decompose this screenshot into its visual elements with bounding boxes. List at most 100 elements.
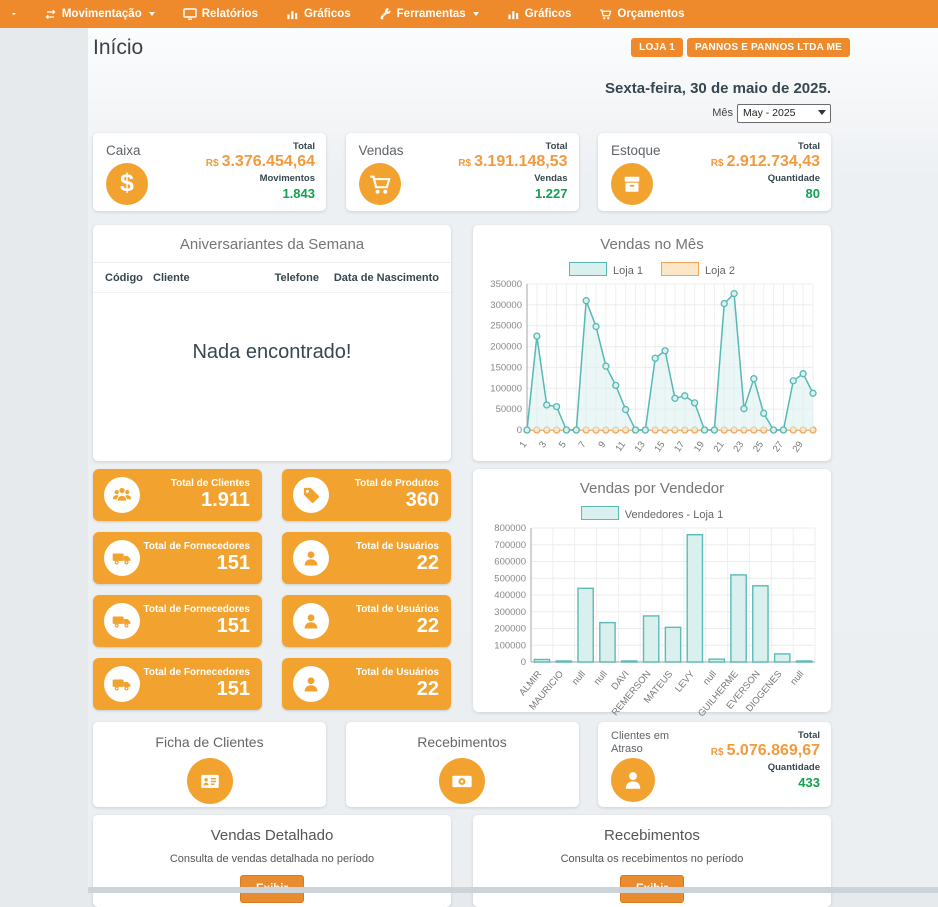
metric-label: Total (798, 729, 820, 741)
bar-chart-icon (508, 10, 518, 19)
user-icon (293, 539, 329, 576)
tile-label: Total de Usuários (355, 540, 439, 552)
metric-label: Total (545, 140, 568, 152)
user-icon (293, 603, 329, 639)
vendas-mes-panel: Vendas no Mês Loja 1 Loja 2 0 50000 100000 1… (473, 224, 831, 461)
top-nav: - Movimentação Relatórios Gráficos Ferra… (0, 0, 938, 28)
metric-label: Total (293, 140, 315, 152)
column-header: Telefone (274, 271, 319, 284)
svg-text:500000: 500000 (494, 573, 526, 584)
nav-item-graficos-2[interactable]: Gráficos (507, 8, 571, 21)
svg-text:50000: 50000 (496, 404, 522, 415)
nav-item-movimentacao[interactable]: Movimentação (44, 8, 155, 21)
nav-item-collapsed[interactable]: - (12, 8, 16, 20)
archive-box-circle-icon (611, 162, 653, 205)
vendas-card: Vendas Total R$ 3.191.148,53 Vendas 1.227 (345, 132, 579, 211)
metric-money: R$ 3.191.148,53 (458, 152, 568, 170)
card-title: Clientes em Atraso (611, 729, 670, 756)
tile-total-clientes[interactable]: Total de Clientes 1.911 (93, 468, 262, 521)
chevron-down-icon (472, 12, 479, 16)
svg-text:600000: 600000 (494, 556, 526, 567)
svg-text:27: 27 (771, 439, 786, 454)
cart-icon (600, 8, 612, 19)
card-title: Recebimentos (417, 733, 507, 750)
nav-item-ferramentas[interactable]: Ferramentas (379, 7, 479, 21)
tile-total-usuarios[interactable]: Total de Usuários 22 (282, 658, 451, 711)
caixa-card: Caixa $ Total R$ 3.376.454,64 Movimentos … (93, 132, 326, 211)
svg-text:200000: 200000 (490, 341, 522, 352)
nav-item-relatorios[interactable]: Relatórios (183, 7, 258, 21)
tile-total-fornecedores[interactable]: Total de Fornecedores 151 (93, 658, 262, 711)
panel-title: Aniversariantes da Semana (179, 235, 365, 253)
month-select[interactable]: May - 2025 (737, 103, 831, 123)
svg-text:0: 0 (521, 657, 526, 668)
bar-chart-icon (287, 10, 298, 19)
nav-label: Movimentação (61, 8, 142, 20)
ficha-clientes-card[interactable]: Ficha de Clientes (93, 721, 326, 807)
svg-text:3: 3 (537, 439, 549, 450)
clientes-em-atraso-card: Clientes em Atraso Total R$ 5.076.869,67 … (598, 721, 831, 807)
tile-value: 151 (216, 678, 250, 701)
birthdays-table-header: Código Cliente Telefone Data de Nascimen… (93, 263, 451, 293)
svg-text:1: 1 (517, 439, 529, 450)
tile-value: 151 (216, 615, 250, 637)
svg-text:11: 11 (613, 439, 628, 453)
panel-description: Consulta os recebimentos no período (560, 852, 744, 865)
tile-label: Total de Usuários (355, 604, 439, 615)
svg-text:null: null (788, 668, 806, 686)
company-badge: PANNOS E PANNOS LTDA ME (686, 38, 850, 57)
desktop-icon (183, 8, 197, 20)
svg-text:null: null (592, 668, 610, 686)
person-circle-icon (611, 757, 655, 802)
main-content: Início LOJA 1 PANNOS E PANNOS LTDA ME Se… (88, 28, 938, 907)
user-icon (293, 666, 329, 703)
metric-label: Quantidade (767, 172, 820, 184)
tile-label: Total de Clientes (170, 477, 250, 489)
current-date: Sexta-feira, 30 de maio de 2025. (605, 80, 831, 97)
wrench-icon (379, 7, 391, 20)
svg-text:7: 7 (577, 439, 589, 450)
svg-text:0: 0 (517, 425, 522, 436)
svg-text:29: 29 (791, 439, 806, 454)
tile-total-fornecedores[interactable]: Total de Fornecedores 151 (93, 531, 262, 584)
panel-title: Vendas Detalhado (210, 826, 334, 844)
tile-value: 151 (216, 551, 250, 574)
month-label: Mês (712, 106, 733, 119)
svg-text:200000: 200000 (494, 623, 526, 634)
people-icon (104, 476, 140, 513)
tile-total-usuarios[interactable]: Total de Usuários 22 (282, 531, 451, 584)
id-card-circle-icon (186, 757, 233, 804)
metric-money: R$ 3.376.454,64 (205, 152, 315, 170)
stat-tiles: Total de Clientes 1.911 Total de Produto… (93, 468, 451, 712)
recebimentos-card[interactable]: Recebimentos (345, 721, 579, 807)
svg-text:400000: 400000 (494, 590, 526, 601)
store-badge: LOJA 1 (631, 38, 683, 57)
nav-label: Relatórios (201, 8, 258, 20)
page-title: Início (93, 36, 144, 59)
tile-total-produtos[interactable]: Total de Produtos 360 (282, 468, 451, 521)
svg-text:null: null (570, 668, 588, 686)
tile-total-usuarios[interactable]: Total de Usuários 22 (282, 595, 451, 647)
chart-legend: Loja 1 Loja 2 (473, 262, 831, 278)
tile-label: Total de Fornecedores (143, 604, 250, 615)
metric-label: Total (798, 140, 820, 152)
svg-text:LEVY: LEVY (673, 668, 697, 694)
metric-count: 1.227 (534, 185, 568, 201)
tile-total-fornecedores[interactable]: Total de Fornecedores 151 (93, 595, 262, 647)
tile-value: 22 (416, 551, 439, 574)
chevron-down-icon (148, 12, 155, 16)
nav-item-orcamentos[interactable]: Orçamentos (599, 8, 684, 21)
tile-value: 1.911 (201, 488, 250, 511)
nav-item-graficos-1[interactable]: Gráficos (286, 8, 351, 21)
svg-text:13: 13 (633, 439, 648, 454)
metric-count: 433 (798, 774, 820, 790)
cart-circle-icon (358, 162, 401, 205)
metric-count: 1.843 (282, 185, 315, 201)
panel-description: Consulta de vendas detalhada no período (169, 852, 375, 865)
metric-count: 80 (805, 185, 820, 201)
svg-text:15: 15 (652, 439, 667, 454)
svg-text:17: 17 (672, 439, 687, 454)
svg-text:700000: 700000 (494, 539, 526, 550)
svg-text:300000: 300000 (490, 299, 522, 310)
chart-legend: Vendedores - Loja 1 (473, 506, 831, 522)
